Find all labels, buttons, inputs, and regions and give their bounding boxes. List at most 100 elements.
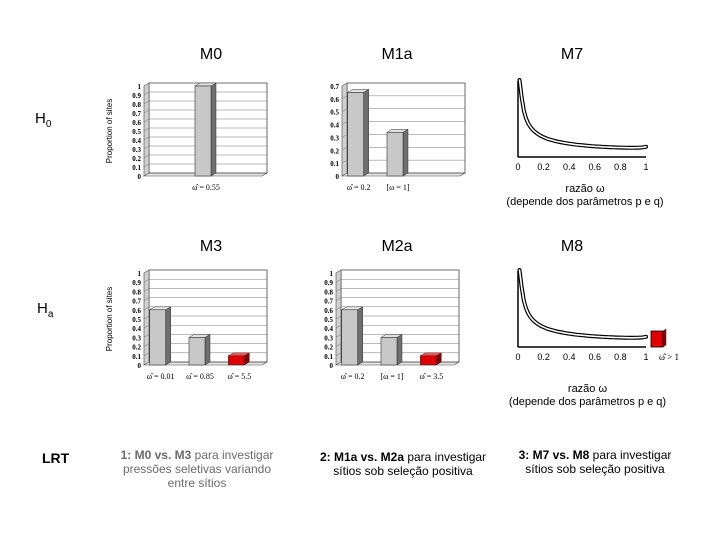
bar [188,333,211,366]
gridline-side [143,288,150,292]
x-category-label: [ω = 1] [380,372,403,381]
lrt-test-2: 2: M1a vs. M2a para investigar sítios so… [319,450,487,478]
x-tick-label: 0.4 [563,162,576,172]
gridline-side [143,306,150,311]
gridline-side [341,172,348,177]
side-wall [341,82,348,177]
gridline-side [143,118,150,123]
positive-bar [650,330,664,348]
y-tick-label: 0.6 [132,307,141,315]
x-category-label: [ω = 1] [386,183,409,192]
gridline-side [143,361,150,366]
x-category-label: ω̂ = 0.85 [186,372,214,381]
density-curve-outline [517,268,648,340]
gridline-side [143,109,150,114]
density-curve [518,79,647,149]
positive-bar-side [662,328,667,348]
y-tick-label: 0.4 [324,325,333,333]
gridline-side [143,352,150,357]
gridline-side [143,91,150,96]
row-label-h0: H0 [35,110,52,130]
gridline-side [143,100,150,105]
bar [194,82,217,177]
gridline-side [143,278,150,283]
gridline-side [341,121,348,125]
bar-front [194,85,212,177]
y-tick-label: 1 [138,270,142,278]
title-m2a: M2a [381,238,413,255]
gridline-side [335,278,342,283]
x-tick-label: 1 [643,352,648,362]
bar-side [210,82,217,177]
bar-side [402,128,409,177]
row-label-lrt: LRT [42,450,70,466]
y-tick-label: 0.4 [132,325,141,333]
x-tick-label: 1 [643,162,648,172]
x-tick-label: 0.6 [589,162,602,172]
y-tick-label: 0 [330,362,334,370]
bar-side [204,333,211,366]
bar [380,333,403,366]
y-tick-label: 0.1 [330,160,339,168]
y-axis-label: Proportion of sites [105,287,114,351]
y-tick-label: 0.8 [132,288,141,296]
chart-m8: 0 0.2 0.4 0.6 0.8 1 ω̂ > 1 [515,268,679,362]
gridline-side [335,306,342,311]
density-curve [518,269,647,339]
y-tick-label: 0.7 [132,110,141,118]
lrt-test-3: 3: M7 vs. M8 para investigar sítios sob … [518,448,672,476]
gridline-side [143,324,150,329]
y-tick-label: 0.6 [132,119,141,127]
caption-m8-xlabel: razão ω [567,383,608,395]
x-category-label: ω̂ = 3.5 [419,372,443,381]
y-tick-label: 0.3 [132,146,141,154]
title-m1a: M1a [381,46,413,63]
density-curve-outline [517,78,648,150]
y-tick-label: 0.3 [330,134,339,142]
x-category-label: ω̂ = 0.2 [341,372,365,381]
row-label-ha: Ha [37,300,54,320]
gridline-side [335,297,342,301]
y-tick-label: 0.7 [132,298,141,306]
title-m3: M3 [199,238,223,255]
y-tick-label: 0.1 [324,353,333,361]
gridline-side [143,172,150,177]
y-tick-label: 0.5 [132,128,141,136]
y-tick-label: 0.6 [324,307,333,315]
chart-m3: 00.10.2 0.30.40.50.60.7 0.80.91 Proportion … [105,269,269,381]
bar-front [149,309,166,366]
chart-m0: 00.10.20.30.40.50.60.70.80.91 Proportion … [105,82,269,192]
gridline-side [143,127,150,132]
caption-m7: razão ω (depende dos parâmetros p e q) [500,183,670,209]
bar-front [347,92,364,177]
y-tick-label: 0.4 [330,122,339,130]
bar [148,306,172,366]
y-tick-label: 0.5 [132,316,141,324]
gridline-side [143,82,150,87]
y-tick-label: 0.2 [132,344,141,352]
bar [227,352,251,366]
y-tick-label: 0.3 [132,334,141,342]
y-axis-label: Proportion of sites [105,99,114,163]
y-tick-label: 0.8 [132,101,141,109]
x-category-label: ω̂ = 0.55 [192,183,220,192]
gridline-side [341,159,348,164]
bar [419,352,443,366]
y-tick-label: 0 [138,173,142,181]
y-tick-label: 1 [138,83,142,91]
chart-m7: 0 0.2 0.4 0.6 0.8 1 [515,78,649,172]
x-category-label: ω̂ = 0.01 [147,372,175,381]
caption-m8-note: (depende dos parâmetros p e q) [508,396,667,408]
y-tick-label: 1 [330,270,334,278]
gridline-side [341,147,348,151]
title-m8: M8 [560,238,584,255]
y-tick-label: 0.1 [132,353,141,361]
gridline-side [143,334,150,338]
gridline-side [341,82,348,87]
x-tick-label: 0 [515,162,520,172]
y-tick-label: 0.5 [330,109,339,117]
x-category-label: ω̂ = 5.5 [227,372,251,381]
gridline-side [335,269,342,274]
bar-front [228,355,245,366]
gridline-side [335,288,342,292]
